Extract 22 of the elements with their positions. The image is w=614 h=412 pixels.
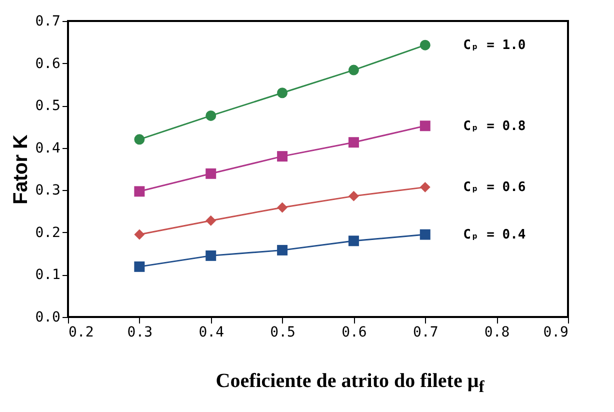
y-tick-label: 0.2 xyxy=(35,224,60,241)
x-tick-label: 0.4 xyxy=(198,324,224,340)
y-tick-label: 0.0 xyxy=(35,310,60,326)
x-tick-label: 0.2 xyxy=(68,324,94,340)
x-tick-label: 0.5 xyxy=(270,324,296,340)
x-tick-label: 0.7 xyxy=(412,324,438,340)
x-tick-label: 0.9 xyxy=(543,324,568,340)
text: Cₚ = 0.6 xyxy=(463,180,526,196)
text: Cₚ = 0.4 xyxy=(463,228,526,243)
x-tick-label: 0.6 xyxy=(342,324,367,340)
text: Cₚ = 1.0 xyxy=(463,38,526,54)
y-tick-label: 0.7 xyxy=(35,14,60,30)
y-tick-label: 0.3 xyxy=(35,182,60,199)
text: Cₚ = 0.8 xyxy=(463,118,526,134)
x-tick-label: 0.3 xyxy=(127,324,153,340)
y-tick-label: 0.5 xyxy=(35,98,60,114)
y-tick-label: 0.1 xyxy=(35,267,60,284)
y-tick-label: 0.4 xyxy=(35,140,60,156)
y-axis-title: Fator K xyxy=(10,134,32,204)
x-axis-title: Coeficiente de atrito do filete μ$_{f}$ xyxy=(214,370,486,397)
y-tick-label: 0.6 xyxy=(35,56,60,72)
x-tick-label: 0.8 xyxy=(484,324,510,340)
